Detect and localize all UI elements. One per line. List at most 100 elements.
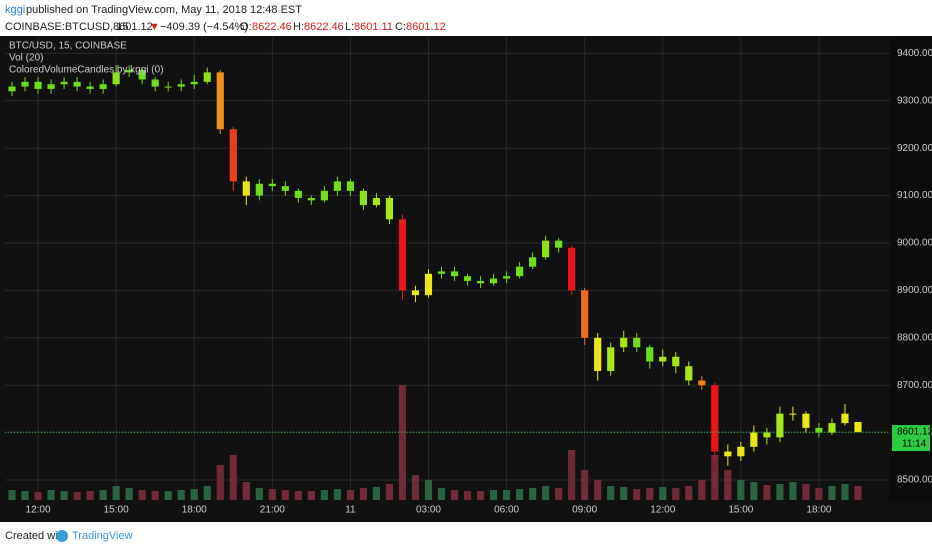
volume-bar — [463, 491, 472, 500]
volume-bar — [802, 484, 810, 500]
volume-bar — [346, 490, 354, 500]
volume-bar — [841, 484, 849, 500]
candle-body — [646, 347, 654, 362]
symbol: COINBASE:BTCUSD, 15 — [5, 21, 128, 33]
candle-body — [607, 347, 615, 371]
candle-body — [763, 432, 771, 438]
countdown: 11:14 — [902, 439, 927, 450]
candle-body — [73, 81, 81, 87]
candle-body — [516, 266, 524, 277]
candle-body — [112, 72, 120, 85]
candle-body — [346, 181, 354, 191]
candle-body — [8, 86, 16, 92]
candle-body — [359, 190, 368, 206]
candle-body — [411, 290, 420, 296]
volume-bar — [776, 484, 784, 500]
candle-body — [424, 273, 433, 296]
candle-body — [190, 81, 198, 85]
x-tick-label: 09:00 — [572, 505, 597, 516]
volume-bar — [516, 489, 524, 500]
volume-bar — [294, 491, 302, 500]
legend-item: BTC/USD, 15, COINBASE — [9, 41, 127, 52]
candle-body — [437, 271, 446, 274]
volume-bar — [151, 491, 159, 500]
o-label: O: — [240, 21, 252, 33]
volume-bar — [34, 492, 42, 500]
candle-body — [372, 197, 381, 206]
y-tick-label: 8700.00 — [897, 380, 932, 391]
candle-body — [216, 72, 224, 130]
y-tick-label: 9100.00 — [897, 190, 932, 201]
volume-bar — [424, 480, 433, 500]
y-tick-label: 8500.00 — [897, 475, 932, 486]
brand-logo — [56, 530, 68, 542]
candle-body — [450, 271, 459, 277]
last: 8601.12 — [113, 21, 153, 33]
volume-bar — [398, 385, 407, 500]
candle-body — [620, 337, 628, 348]
candle-body — [398, 219, 407, 291]
candle-body — [151, 79, 159, 87]
volume-bar — [555, 488, 563, 500]
volume-bar — [99, 490, 107, 500]
author[interactable]: kggi — [5, 4, 25, 16]
c: 8601.12 — [406, 21, 446, 33]
candle-body — [242, 181, 250, 196]
candle-body — [555, 240, 563, 248]
candle-body — [476, 280, 485, 284]
candle-body — [776, 413, 784, 438]
l-label: L: — [345, 21, 354, 33]
volume-bar — [47, 490, 55, 500]
volume-bar — [529, 488, 537, 500]
candle-body — [568, 247, 576, 291]
volume-bar — [359, 488, 368, 500]
candle-body — [307, 197, 315, 201]
volume-bar — [633, 489, 641, 500]
x-tick-label: 18:00 — [806, 505, 831, 516]
volume-bar — [372, 487, 381, 500]
candle-body — [21, 81, 29, 87]
candle-body — [633, 337, 641, 348]
candle-body — [294, 190, 302, 198]
x-tick-label: 12:00 — [650, 505, 675, 516]
footer-created: Created with — [5, 530, 67, 542]
volume-bar — [503, 490, 511, 500]
candle-body — [503, 276, 511, 279]
x-tick-label: 21:00 — [260, 505, 285, 516]
volume-bar — [607, 486, 615, 500]
volume-bar — [73, 492, 81, 500]
volume-bar — [138, 490, 146, 500]
y-tick-label: 9400.00 — [897, 48, 932, 59]
candle-body — [320, 190, 328, 201]
candle-body — [581, 290, 589, 338]
y-tick-label: 9300.00 — [897, 95, 932, 106]
x-tick-label: 03:00 — [416, 505, 441, 516]
volume-bar — [255, 488, 263, 500]
volume-bar — [489, 490, 498, 500]
candle-body — [125, 69, 133, 73]
candle-body — [177, 84, 185, 87]
candle-body — [34, 81, 42, 89]
volume-bar — [763, 485, 771, 500]
h-label: H: — [293, 21, 304, 33]
candle-body — [281, 186, 289, 191]
volume-bar — [320, 490, 328, 500]
candle-body — [854, 421, 862, 433]
published: published on TradingView.com, May 11, 20… — [26, 4, 302, 16]
volume-bar — [229, 455, 237, 500]
volume-bar — [8, 490, 16, 500]
x-tick-label: 11 — [345, 505, 356, 516]
volume-bar — [450, 490, 459, 500]
o: 8622.46 — [252, 21, 292, 33]
candle-body — [203, 72, 211, 82]
volume-bar — [203, 486, 211, 500]
volume-bar — [307, 491, 315, 500]
candle-body — [99, 84, 107, 89]
volume-bar — [789, 482, 797, 500]
volume-bar — [242, 482, 250, 500]
candle-body — [659, 356, 667, 362]
candle-body — [737, 446, 745, 457]
volume-bar — [60, 491, 68, 500]
footer-brand[interactable]: TradingView — [72, 530, 133, 542]
